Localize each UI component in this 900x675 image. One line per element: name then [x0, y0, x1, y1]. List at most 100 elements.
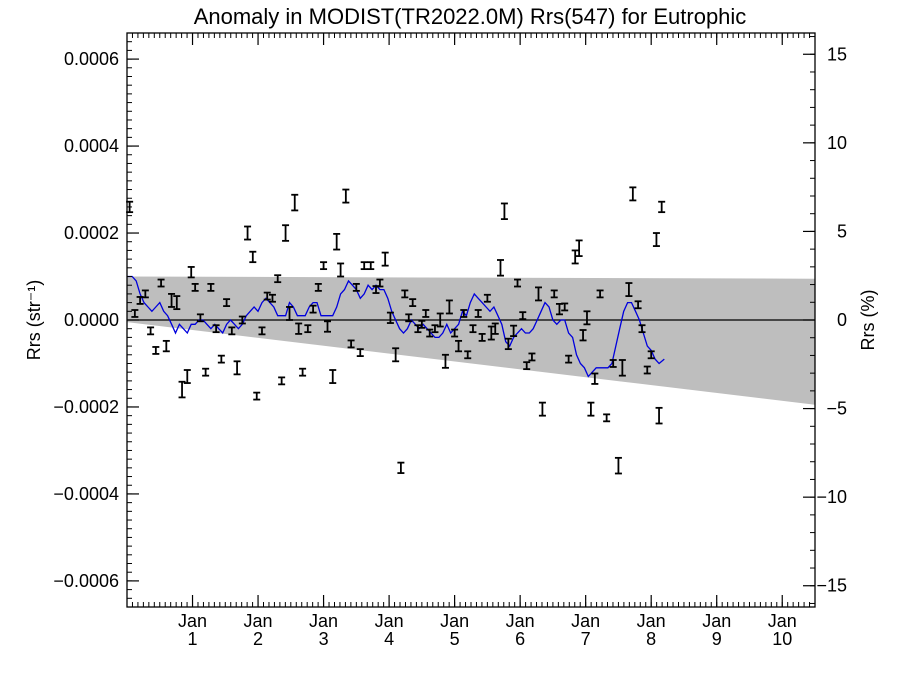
data-point-errorbar	[638, 324, 646, 334]
data-point-errorbar	[655, 406, 663, 425]
data-point-errorbar	[299, 367, 307, 377]
data-point-errorbar	[634, 300, 642, 310]
data-point-errorbar	[309, 304, 317, 314]
data-point-errorbar	[538, 401, 546, 417]
data-point-errorbar	[333, 232, 341, 251]
data-point-errorbar	[565, 354, 573, 364]
x-axis: Jan1Jan2Jan3Jan4Jan5Jan6Jan7Jan8Jan9Jan1…	[126, 33, 816, 649]
data-point-errorbar	[191, 283, 199, 292]
data-point-errorbar	[647, 350, 655, 360]
x-tick-label-year: 10	[772, 629, 792, 649]
data-point-errorbar	[183, 369, 191, 384]
data-point-errorbar	[451, 328, 459, 338]
data-point-errorbar	[528, 352, 536, 362]
left-axis-title: Rrs (str⁻¹)	[24, 280, 44, 360]
data-point-errorbar	[474, 309, 482, 318]
data-point-errorbar	[643, 365, 651, 375]
data-point-errorbar	[258, 326, 266, 336]
data-point-errorbar	[238, 315, 246, 325]
data-point-errorbar	[436, 312, 444, 328]
data-point-errorbar	[583, 310, 591, 326]
data-point-errorbar	[409, 298, 417, 307]
x-tick-label-year: 7	[581, 629, 591, 649]
data-point-errorbar	[405, 313, 413, 323]
x-tick-label-year: 4	[384, 629, 394, 649]
data-point-errorbar	[464, 350, 472, 360]
x-tick-label-month: Jan	[178, 611, 207, 631]
data-point-errorbar	[431, 324, 439, 334]
data-point-errorbar	[162, 339, 170, 353]
data-point-errorbar	[187, 266, 195, 279]
data-point-errorbar	[157, 278, 165, 288]
data-point-errorbar	[337, 262, 345, 278]
right-axis-title: Rrs (%)	[858, 290, 878, 351]
data-point-errorbar	[324, 320, 332, 333]
reference-band-area	[127, 276, 815, 405]
data-point-errorbar	[469, 324, 477, 334]
left-tick-label: −0.0006	[53, 571, 119, 591]
data-point-errorbar	[178, 380, 186, 399]
data-point-errorbar	[233, 360, 241, 376]
x-tick-label-month: Jan	[440, 611, 469, 631]
data-point-errorbar	[414, 324, 422, 334]
left-tick-label: 0.0000	[64, 310, 119, 330]
data-point-errorbar	[202, 367, 210, 377]
data-point-errorbar	[342, 188, 350, 204]
x-tick-label-month: Jan	[571, 611, 600, 631]
data-point-errorbar	[278, 376, 286, 386]
data-points	[126, 186, 666, 475]
data-point-errorbar	[295, 322, 303, 335]
data-point-errorbar	[418, 319, 426, 329]
data-point-errorbar	[207, 283, 215, 292]
left-tick-label: 0.0004	[64, 136, 119, 156]
data-point-errorbar	[386, 311, 394, 324]
data-point-errorbar	[504, 337, 512, 351]
data-point-errorbar	[491, 322, 499, 335]
right-tick-label: 0	[837, 310, 847, 330]
x-tick-label-year: 1	[188, 629, 198, 649]
data-point-errorbar	[268, 293, 276, 303]
data-point-errorbar	[496, 259, 504, 277]
data-point-errorbar	[658, 200, 666, 214]
right-tick-label: 15	[827, 44, 847, 64]
data-point-errorbar	[253, 391, 261, 401]
data-point-errorbar	[455, 339, 463, 353]
data-point-errorbar	[487, 325, 495, 341]
data-point-errorbar	[579, 329, 587, 342]
data-point-errorbar	[152, 346, 160, 355]
data-point-errorbar	[609, 359, 617, 368]
data-point-errorbar	[519, 311, 527, 321]
data-point-errorbar	[614, 456, 622, 475]
data-point-errorbar	[629, 186, 637, 202]
data-point-errorbar	[500, 202, 508, 221]
data-point-errorbar	[168, 293, 176, 308]
data-point-errorbar	[141, 289, 149, 299]
data-point-errorbar	[352, 283, 360, 292]
data-point-errorbar	[534, 286, 542, 302]
left-tick-label: −0.0002	[53, 397, 119, 417]
data-point-errorbar	[561, 302, 569, 312]
x-tick-label-month: Jan	[375, 611, 404, 631]
data-point-errorbar	[131, 309, 139, 318]
smoothed-series	[127, 275, 665, 378]
x-tick-label-year: 5	[450, 629, 460, 649]
x-tick-label-year: 2	[253, 629, 263, 649]
data-point-errorbar	[652, 232, 660, 247]
data-point-errorbar	[360, 261, 368, 271]
data-point-errorbar	[441, 353, 449, 369]
right-tick-label: 10	[827, 133, 847, 153]
data-point-errorbar	[445, 299, 453, 315]
left-tick-label: 0.0002	[64, 223, 119, 243]
data-point-errorbar	[603, 413, 611, 423]
data-point-errorbar	[460, 309, 468, 318]
data-point-errorbar	[575, 239, 583, 257]
data-point-errorbar	[263, 291, 271, 301]
data-point-errorbar	[347, 339, 355, 349]
data-point-errorbar	[422, 309, 430, 318]
smoothed-series-line	[127, 275, 665, 378]
data-point-errorbar	[147, 326, 155, 336]
right-tick-label: −5	[826, 399, 847, 419]
chart-title: Anomaly in MODIST(TR2022.0M) Rrs(547) fo…	[194, 4, 747, 29]
data-point-errorbar	[381, 251, 389, 267]
x-tick-label-month: Jan	[768, 611, 797, 631]
